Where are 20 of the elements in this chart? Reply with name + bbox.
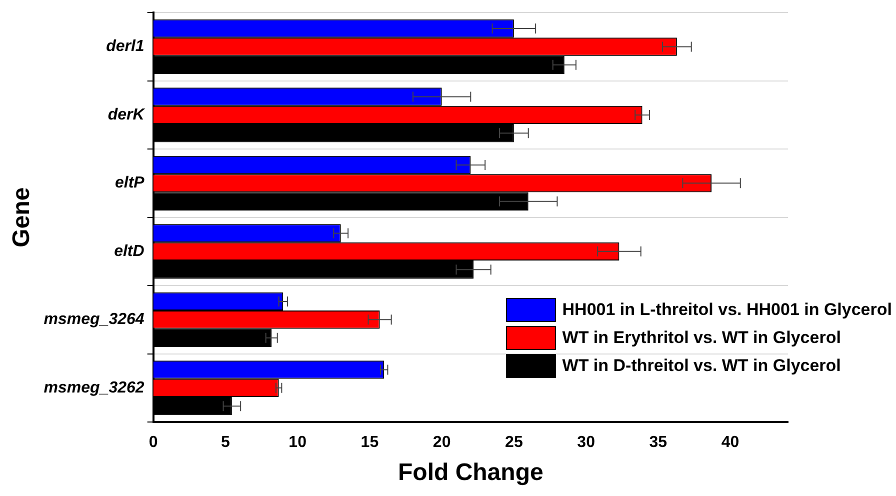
legend-label: HH001 in L-threitol vs. HH001 in Glycerol [562,300,892,320]
x-tick-label: 5 [220,434,230,452]
legend-label: WT in D-threitol vs. WT in Glycerol [562,356,841,376]
x-tick-label: 40 [721,434,740,452]
y-tick-label: eltD [114,242,145,260]
x-tick-label: 20 [432,434,451,452]
x-tick-label: 30 [577,434,596,452]
y-tick-label: eltP [114,174,145,192]
y-axis-title: Gene [8,187,36,248]
y-tick-label: derK [108,106,146,124]
y-tick-label: msmeg_3264 [44,311,144,328]
legend-label: WT in Erythritol vs. WT in Glycerol [562,328,841,348]
x-tick-label: 35 [649,434,668,452]
y-tick-label: msmeg_3262 [44,379,144,396]
x-tick-label: 25 [505,434,523,452]
x-tick-label: 0 [148,434,158,452]
x-tick-label: 10 [288,434,307,452]
x-tick-label: 15 [360,434,379,452]
y-tick-label: derl1 [106,38,144,56]
x-axis-title: Fold Change [398,459,544,486]
